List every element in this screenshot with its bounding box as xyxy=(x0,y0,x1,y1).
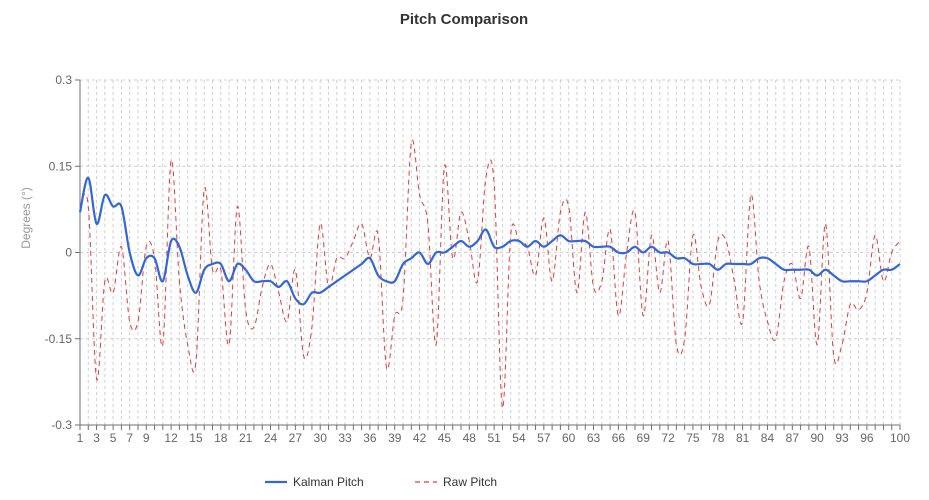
x-tick-label: 93 xyxy=(835,431,849,445)
x-tick-label: 48 xyxy=(463,431,477,445)
x-tick-label: 27 xyxy=(289,431,303,445)
x-tick-label: 100 xyxy=(890,431,910,445)
x-tick-label: 33 xyxy=(338,431,352,445)
x-tick-label: 3 xyxy=(93,431,100,445)
x-tick-label: 21 xyxy=(239,431,253,445)
x-tick-label: 24 xyxy=(264,431,278,445)
x-tick-label: 72 xyxy=(661,431,675,445)
y-tick-label: -0.15 xyxy=(45,332,73,346)
x-tick-label: 84 xyxy=(761,431,775,445)
x-tick-label: 5 xyxy=(110,431,117,445)
x-tick-label: 51 xyxy=(487,431,501,445)
x-tick-label: 30 xyxy=(314,431,328,445)
legend-item-raw[interactable]: Raw Pitch xyxy=(415,475,497,489)
x-tick-label: 1 xyxy=(77,431,84,445)
x-tick-label: 45 xyxy=(438,431,452,445)
chart-title: Pitch Comparison xyxy=(400,11,528,28)
legend-label: Raw Pitch xyxy=(443,475,497,489)
y-tick-label: 0.3 xyxy=(55,73,72,87)
x-tick-label: 12 xyxy=(164,431,178,445)
series-lines xyxy=(78,139,901,409)
y-tick-label: 0 xyxy=(65,246,72,260)
y-axis-title: Degrees (°) xyxy=(19,187,33,248)
x-tick-label: 66 xyxy=(612,431,626,445)
x-tick-label: 96 xyxy=(860,431,874,445)
kalman-pitch-line xyxy=(78,176,901,306)
x-tick-label: 9 xyxy=(143,431,150,445)
legend[interactable]: Kalman Pitch Raw Pitch xyxy=(265,475,497,489)
x-tick-label: 57 xyxy=(537,431,551,445)
x-tick-label: 7 xyxy=(126,431,133,445)
raw-pitch-line xyxy=(79,139,901,409)
x-tick-label: 60 xyxy=(562,431,576,445)
y-tick-label: 0.15 xyxy=(49,159,73,173)
x-tick-label: 63 xyxy=(587,431,601,445)
grid-lines xyxy=(80,79,901,425)
x-tick-label: 78 xyxy=(711,431,725,445)
x-tick-label: 90 xyxy=(810,431,824,445)
x-tick-labels: 1 3 5 7 9 12 15 18 21 24 27 30 33 36 39 42 45 48 51 54 57 60 6… xyxy=(77,431,911,445)
x-tick-label: 81 xyxy=(736,431,750,445)
x-tick-label: 18 xyxy=(214,431,228,445)
x-tick-label: 69 xyxy=(637,431,651,445)
x-tick-label: 54 xyxy=(512,431,526,445)
legend-item-kalman[interactable]: Kalman Pitch xyxy=(265,475,364,489)
x-tick-label: 36 xyxy=(363,431,377,445)
x-tick-label: 15 xyxy=(189,431,203,445)
legend-label: Kalman Pitch xyxy=(293,475,364,489)
x-tick-label: 75 xyxy=(686,431,700,445)
y-tick-labels: -0.3 -0.15 0 0.15 0.3 xyxy=(45,73,73,432)
x-tick-label: 87 xyxy=(786,431,800,445)
axes xyxy=(75,79,901,430)
x-tick-label: 42 xyxy=(413,431,427,445)
x-tick-label: 39 xyxy=(388,431,402,445)
y-tick-label: -0.3 xyxy=(51,418,72,432)
